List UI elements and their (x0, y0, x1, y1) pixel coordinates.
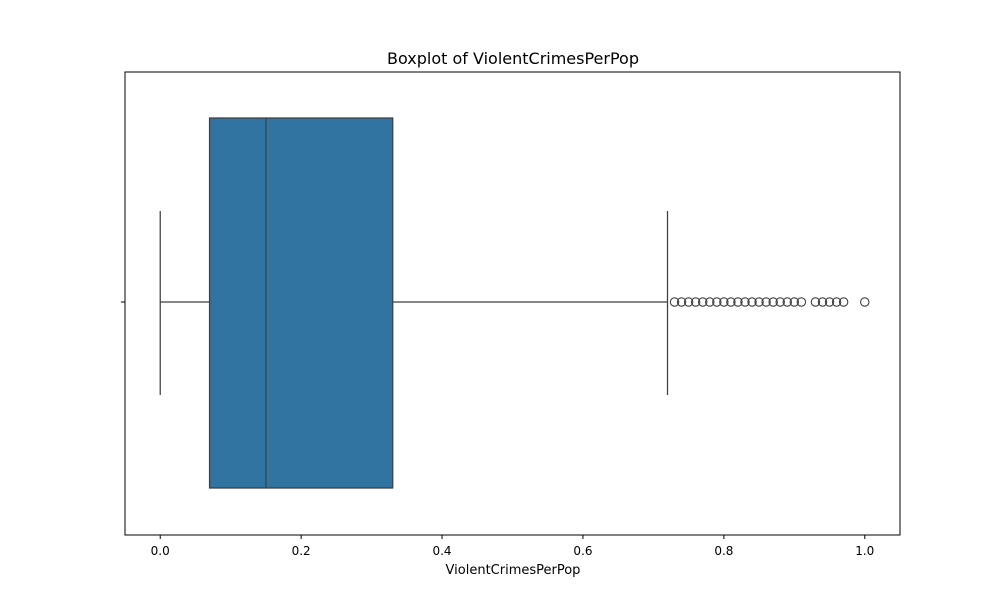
outlier-point (754, 297, 764, 307)
outlier-point (690, 297, 701, 307)
outlier-point (712, 297, 722, 307)
iqr-box (208, 117, 394, 489)
x-tick-label: 0.2 (292, 544, 311, 558)
outlier-point (740, 297, 750, 307)
outlier-point (726, 297, 736, 307)
outlier-point (697, 297, 708, 307)
outlier-point (669, 297, 680, 307)
outlier-point (789, 297, 800, 307)
outlier-point (796, 297, 807, 307)
chart-title: Boxplot of ViolentCrimesPerPop (387, 49, 639, 68)
outlier-point (810, 297, 821, 307)
outlier-point (860, 297, 870, 307)
outlier-point (705, 297, 715, 307)
outlier-point (775, 297, 785, 307)
x-axis: 0.0 0.2 0.4 0.6 0.8 1.0 (121, 301, 874, 558)
outlier-point (719, 297, 729, 307)
outlier-point (817, 297, 828, 307)
outlier-point (747, 297, 757, 307)
outlier-point (824, 297, 835, 307)
outlier-point (838, 297, 849, 307)
x-axis-label: ViolentCrimesPerPop (446, 563, 581, 578)
outlier-point (676, 297, 687, 307)
x-tick-label: 0.6 (573, 544, 592, 558)
outlier-point (683, 297, 694, 307)
outlier-point (733, 297, 743, 307)
outlier-point (782, 297, 793, 307)
x-tick-label: 0.0 (151, 544, 170, 558)
outlier-point (761, 297, 771, 307)
plot-area (124, 71, 901, 536)
outlier-point (831, 297, 842, 307)
x-tick-label: 1.0 (855, 544, 874, 558)
x-tick-label: 0.8 (714, 544, 733, 558)
axes-frame (124, 71, 901, 536)
x-tick-label: 0.4 (432, 544, 451, 558)
outlier-point (768, 297, 778, 307)
